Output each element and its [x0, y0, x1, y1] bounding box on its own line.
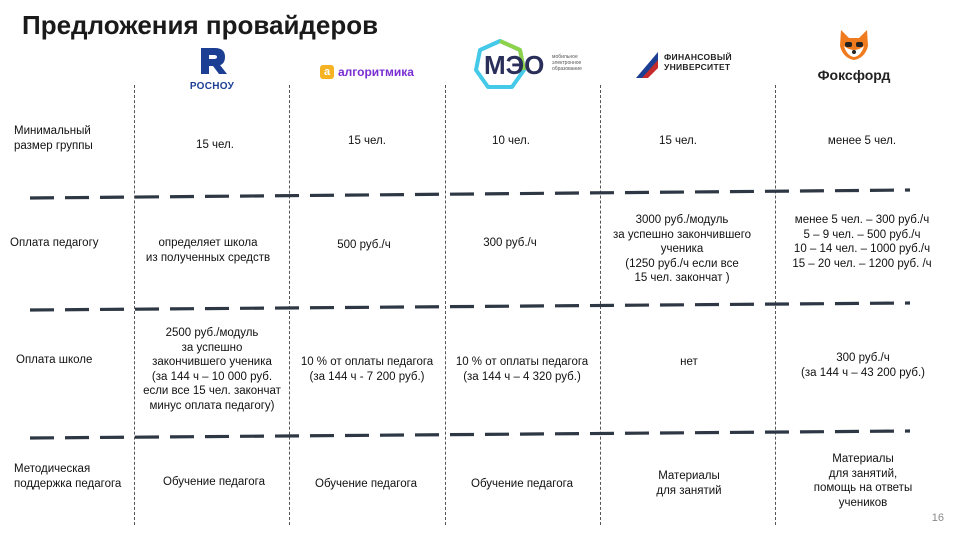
page-title: Предложения провайдеров [22, 10, 379, 40]
cell-teacher-pay-finu: 3000 руб./модуль за успешно закончившего… [612, 214, 752, 284]
cell-min-group-foxford: менее 5 чел. [827, 135, 897, 147]
cell-school-pay-finu: нет [680, 356, 698, 368]
cell-method-support-meo: Обучение педагога [471, 478, 573, 490]
rosnou-logo: РОСНОУ [186, 46, 238, 92]
cell-school-pay-foxford: 300 руб./ч (за 144 ч – 43 200 руб.) [801, 352, 925, 379]
cell-method-support-algoritmika: Обучение педагога [315, 478, 417, 490]
row-label-method-support: Методическая поддержка педагога [14, 463, 122, 490]
column-divider [445, 85, 446, 525]
meo-name: МЭО [484, 50, 545, 80]
meo-ring-icon [474, 39, 526, 89]
cell-method-support-rosnou: Обучение педагога [163, 476, 265, 488]
foxford-name: Фоксфорд [817, 67, 891, 83]
cell-min-group-algoritmika: 15 чел. [348, 135, 386, 147]
page-number: 16 [931, 512, 944, 524]
cell-teacher-pay-algoritmika: 500 руб./ч [337, 239, 391, 251]
cell-min-group-finu: 15 чел. [659, 135, 697, 147]
rosnou-name: РОСНОУ [189, 81, 235, 92]
row-label-school-pay: Оплата школе [16, 354, 93, 366]
row-divider [29, 301, 911, 312]
cell-school-pay-meo: 10 % от оплаты педагога (за 144 ч – 4 32… [455, 356, 589, 383]
cell-school-pay-rosnou: 2500 руб./модуль за успешно закончившего… [143, 327, 281, 412]
meo-logo: МЭО мобильное электронное образование [472, 38, 592, 94]
finu-emblem-icon [636, 52, 658, 78]
cell-teacher-pay-rosnou: определяет школа из полученных средств [145, 237, 271, 264]
algoritmika-badge-icon: а [320, 64, 334, 79]
cell-method-support-foxford: Материалы для занятий, помощь на ответы … [813, 453, 913, 509]
fox-icon [840, 30, 868, 60]
row-label-min-group: Минимальный размер группы [14, 125, 93, 152]
column-divider [775, 85, 776, 525]
algoritmika-logo: а алгоритмика [320, 63, 414, 81]
row-divider [29, 188, 911, 200]
row-divider [29, 429, 911, 440]
meo-tagline: мобильное электронное образование [552, 54, 582, 72]
rosnou-r-icon [201, 48, 227, 74]
column-divider [134, 85, 135, 525]
row-label-teacher-pay: Оплата педагогу [10, 237, 99, 249]
finu-name: ФИНАНСОВЫЙ УНИВЕРСИТЕТ [664, 52, 732, 72]
algoritmika-name: алгоритмика [338, 64, 414, 79]
cell-method-support-finu: Материалы для занятий [656, 470, 722, 497]
cell-min-group-rosnou: 15 чел. [196, 139, 234, 151]
cell-teacher-pay-meo: 300 руб./ч [483, 237, 537, 249]
column-divider [600, 85, 601, 525]
finu-logo: ФИНАНСОВЫЙ УНИВЕРСИТЕТ [634, 48, 754, 84]
foxford-logo: Фоксфорд [812, 26, 896, 83]
cell-school-pay-algoritmika: 10 % от оплаты педагога (за 144 ч - 7 20… [300, 356, 434, 383]
cell-teacher-pay-foxford: менее 5 чел. – 300 руб./ч 5 – 9 чел. – 5… [792, 214, 932, 270]
cell-min-group-meo: 10 чел. [492, 135, 530, 147]
